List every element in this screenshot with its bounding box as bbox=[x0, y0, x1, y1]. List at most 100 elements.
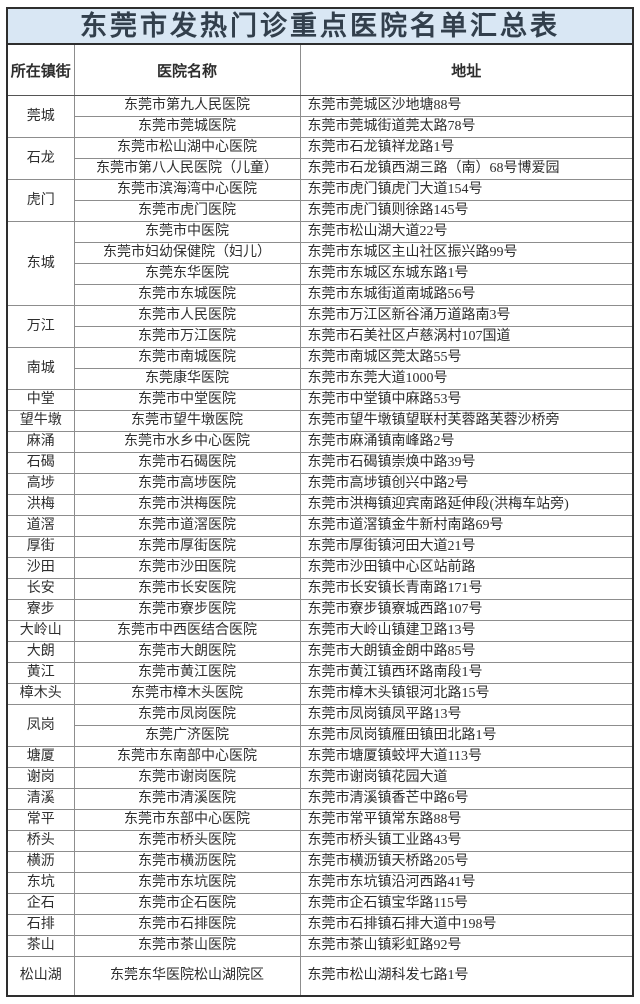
hospital-name-cell: 东莞市横沥医院 bbox=[73, 851, 301, 873]
address-cell: 东莞市谢岗镇花园大道 bbox=[299, 767, 632, 789]
town-cell: 谢岗 bbox=[8, 767, 75, 789]
address-cell: 东莞市石美社区卢慈涡村107国道 bbox=[299, 326, 632, 348]
table-row: 谢岗 东莞市谢岗医院 东莞市谢岗镇花园大道 bbox=[8, 767, 632, 789]
address-cell: 东莞市清溪镇香芒中路6号 bbox=[299, 788, 632, 810]
table-row: 沙田 东莞市沙田医院 东莞市沙田镇中心区站前路 bbox=[8, 557, 632, 579]
table-row: 常平 东莞市东部中心医院 东莞市常平镇常东路88号 bbox=[8, 809, 632, 831]
hospital-name-cell: 东莞市万江医院 bbox=[74, 326, 301, 348]
town-cell: 高埗 bbox=[8, 473, 75, 495]
table-row: 长安 东莞市长安医院 东莞市长安镇长青南路171号 bbox=[8, 578, 632, 600]
town-cell: 横沥 bbox=[8, 851, 75, 873]
hospital-name-cell: 东莞市厚街医院 bbox=[73, 536, 301, 558]
table-row: 大岭山 东莞市中西医结合医院 东莞市大岭山镇建卫路13号 bbox=[8, 620, 632, 642]
address-cell: 东莞市中堂镇中麻路53号 bbox=[299, 389, 632, 411]
hospital-name-cell: 东莞市樟木头医院 bbox=[73, 683, 301, 705]
town-cell: 沙田 bbox=[8, 557, 75, 579]
table-row: 横沥 东莞市横沥医院 东莞市横沥镇天桥路205号 bbox=[8, 851, 632, 873]
hospital-name-cell: 东莞市松山湖中心医院 bbox=[73, 137, 301, 159]
table-row: 东莞康华医院 东莞市东莞大道1000号 bbox=[8, 368, 632, 390]
hospital-name-cell: 东莞市谢岗医院 bbox=[73, 767, 301, 789]
town-cell: 常平 bbox=[8, 809, 75, 831]
town-cell: 厚街 bbox=[8, 536, 75, 558]
table-row: 东莞广济医院 东莞市凤岗镇雁田镇田北路1号 bbox=[8, 725, 632, 747]
hospital-name-cell: 东莞市莞城医院 bbox=[74, 116, 301, 138]
hospital-name-cell: 东莞市大朗医院 bbox=[73, 641, 301, 663]
town-cell: 塘厦 bbox=[8, 746, 75, 768]
table-row: 东莞市东城医院 东莞市东城街道南城路56号 bbox=[8, 284, 632, 306]
town-cell: 虎门 bbox=[8, 179, 75, 222]
address-cell: 东莞市东莞大道1000号 bbox=[299, 368, 632, 390]
table-row: 东莞东华医院 东莞市东城区东城东路1号 bbox=[8, 263, 632, 285]
table-row: 桥头 东莞市桥头医院 东莞市桥头镇工业路43号 bbox=[8, 830, 632, 852]
town-cell: 寮步 bbox=[8, 599, 75, 621]
hospital-name-cell: 东莞市望牛墩医院 bbox=[73, 410, 301, 432]
town-cell: 企石 bbox=[8, 893, 75, 915]
hospital-name-cell: 东莞市洪梅医院 bbox=[73, 494, 301, 516]
hospital-name-cell: 东莞市长安医院 bbox=[73, 578, 301, 600]
town-cell: 大岭山 bbox=[8, 620, 75, 642]
town-cell: 东城 bbox=[8, 221, 75, 306]
town-cell: 石排 bbox=[8, 914, 75, 936]
hospital-name-cell: 东莞市水乡中心医院 bbox=[73, 431, 301, 453]
table-row: 东莞市万江医院 东莞市石美社区卢慈涡村107国道 bbox=[8, 326, 632, 348]
table-row: 石碣 东莞市石碣医院 东莞市石碣镇崇焕中路39号 bbox=[8, 452, 632, 474]
town-cell: 松山湖 bbox=[8, 956, 75, 995]
address-cell: 东莞市东坑镇沿河西路41号 bbox=[299, 872, 632, 894]
table-row: 高埗 东莞市高埗医院 东莞市高埗镇创兴中路2号 bbox=[8, 473, 632, 495]
table-row: 塘厦 东莞市东南部中心医院 东莞市塘厦镇蛟坪大道113号 bbox=[8, 746, 632, 768]
table-row: 凤岗 东莞市凤岗医院 东莞市凤岗镇凤平路13号 bbox=[8, 704, 632, 747]
address-cell: 东莞市莞城区沙地塘88号 bbox=[299, 95, 632, 117]
table-row: 清溪 东莞市清溪医院 东莞市清溪镇香芒中路6号 bbox=[8, 788, 632, 810]
address-cell: 东莞市麻涌镇南峰路2号 bbox=[299, 431, 632, 453]
hospital-name-cell: 东莞市第八人民医院（儿童） bbox=[74, 158, 301, 180]
hospital-name-cell: 东莞东华医院 bbox=[74, 263, 301, 285]
table-row: 中堂 东莞市中堂医院 东莞市中堂镇中麻路53号 bbox=[8, 389, 632, 411]
table-row: 莞城 东莞市第九人民医院 东莞市莞城区沙地塘88号 bbox=[8, 95, 632, 138]
address-cell: 东莞市凤岗镇凤平路13号 bbox=[299, 704, 632, 726]
town-cell: 黄江 bbox=[8, 662, 75, 684]
town-cell: 石碣 bbox=[8, 452, 75, 474]
table-row: 万江 东莞市人民医院 东莞市万江区新谷涌万道路南3号 bbox=[8, 305, 632, 348]
hospital-list-sheet: 东莞市发热门诊重点医院名单汇总表 所在镇街 医院名称 地址 莞城 东莞市第九人民医… bbox=[6, 7, 634, 997]
address-cell: 东莞市厚街镇河田大道21号 bbox=[299, 536, 632, 558]
address-cell: 东莞市虎门镇虎门大道154号 bbox=[299, 179, 632, 201]
table-row: 南城 东莞市南城医院 东莞市南城区莞太路55号 bbox=[8, 347, 632, 390]
address-cell: 东莞市高埗镇创兴中路2号 bbox=[299, 473, 632, 495]
address-cell: 东莞市常平镇常东路88号 bbox=[299, 809, 632, 831]
town-cell: 茶山 bbox=[8, 935, 75, 957]
address-cell: 东莞市樟木头镇银河北路15号 bbox=[299, 683, 632, 705]
hospital-table: 所在镇街 医院名称 地址 莞城 东莞市第九人民医院 东莞市莞城区沙地塘88号 东莞市莞… bbox=[8, 45, 632, 995]
town-cell: 南城 bbox=[8, 347, 75, 390]
hospital-name-cell: 东莞市道滘医院 bbox=[73, 515, 301, 537]
town-cell: 清溪 bbox=[8, 788, 75, 810]
hospital-name-cell: 东莞市人民医院 bbox=[73, 305, 301, 327]
hospital-name-cell: 东莞市中医院 bbox=[73, 221, 301, 243]
address-cell: 东莞市洪梅镇迎宾南路延伸段(洪梅车站旁) bbox=[299, 494, 632, 516]
town-cell: 凤岗 bbox=[8, 704, 75, 747]
header-hospital-name: 医院名称 bbox=[73, 45, 301, 96]
hospital-name-cell: 东莞市桥头医院 bbox=[73, 830, 301, 852]
address-cell: 东莞市东城区东城东路1号 bbox=[299, 263, 632, 285]
town-cell: 洪梅 bbox=[8, 494, 75, 516]
address-cell: 东莞市望牛墩镇望联村芙蓉路芙蓉沙桥旁 bbox=[299, 410, 632, 432]
header-row: 所在镇街 医院名称 地址 bbox=[8, 45, 632, 96]
address-cell: 东莞市黄江镇西环路南段1号 bbox=[299, 662, 632, 684]
town-cell: 中堂 bbox=[8, 389, 75, 411]
hospital-name-cell: 东莞市中堂医院 bbox=[73, 389, 301, 411]
table-row: 东莞市妇幼保健院（妇儿） 东莞市东城区主山社区振兴路99号 bbox=[8, 242, 632, 264]
table-row: 望牛墩 东莞市望牛墩医院 东莞市望牛墩镇望联村芙蓉路芙蓉沙桥旁 bbox=[8, 410, 632, 432]
table-row: 樟木头 东莞市樟木头医院 东莞市樟木头镇银河北路15号 bbox=[8, 683, 632, 705]
address-cell: 东莞市松山湖大道22号 bbox=[299, 221, 632, 243]
hospital-name-cell: 东莞市中西医结合医院 bbox=[73, 620, 301, 642]
town-cell: 麻涌 bbox=[8, 431, 75, 453]
town-cell: 望牛墩 bbox=[8, 410, 75, 432]
address-cell: 东莞市东城区主山社区振兴路99号 bbox=[299, 242, 632, 264]
hospital-name-cell: 东莞市黄江医院 bbox=[73, 662, 301, 684]
address-cell: 东莞市东城街道南城路56号 bbox=[299, 284, 632, 306]
table-row: 东莞市第八人民医院（儿童） 东莞市石龙镇西湖三路（南）68号博爱园 bbox=[8, 158, 632, 180]
town-cell: 长安 bbox=[8, 578, 75, 600]
hospital-name-cell: 东莞市石碣医院 bbox=[73, 452, 301, 474]
table-row: 寮步 东莞市寮步医院 东莞市寮步镇寮城西路107号 bbox=[8, 599, 632, 621]
table-row: 黄江 东莞市黄江医院 东莞市黄江镇西环路南段1号 bbox=[8, 662, 632, 684]
town-cell: 桥头 bbox=[8, 830, 75, 852]
